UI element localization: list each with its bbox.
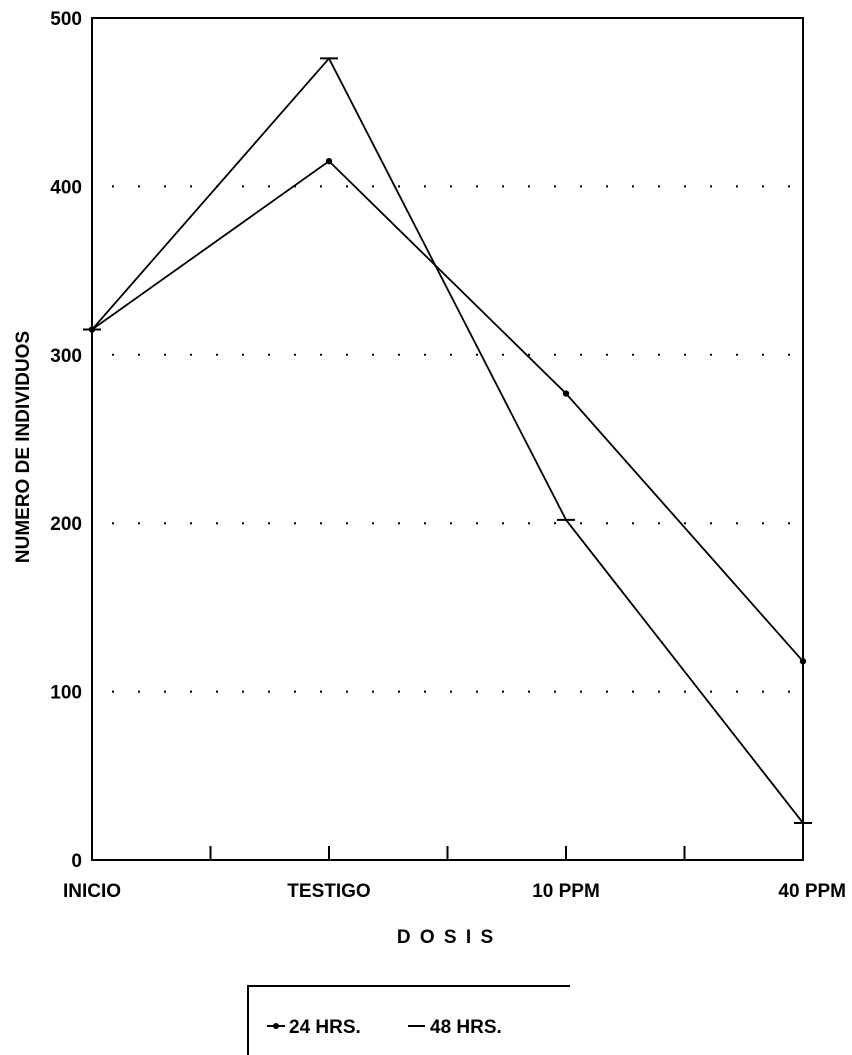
y-axis-title: NUMERO DE INDIVIDUOS xyxy=(13,331,34,563)
legend-dot-icon xyxy=(273,1023,279,1029)
y-tick-label: 500 xyxy=(50,9,82,30)
data-point-24-hrs xyxy=(799,658,807,665)
legend-label-48-hrs: 48 HRS. xyxy=(430,1017,502,1038)
y-tick-label: 200 xyxy=(50,514,82,535)
data-point-24-hrs xyxy=(562,390,570,397)
series-lines xyxy=(83,56,812,824)
y-tick-label: 0 xyxy=(71,851,82,872)
y-tick-label: 400 xyxy=(50,177,82,198)
x-tick-label: INICIO xyxy=(63,881,121,902)
y-tick-label: 100 xyxy=(50,683,82,704)
x-tick-label: 40 PPM xyxy=(778,881,846,902)
series-line-24-hrs xyxy=(91,159,804,662)
gridlines xyxy=(112,185,799,693)
x-tick-label: TESTIGO xyxy=(287,881,370,902)
x-axis-title: D O S I S xyxy=(397,927,495,948)
legend-label-24-hrs: 24 HRS. xyxy=(289,1017,361,1038)
x-tick-label: 10 PPM xyxy=(532,881,600,902)
legend-item-24: 24 HRS. xyxy=(267,1017,361,1038)
x-axis-ticks xyxy=(91,846,804,860)
plot-frame xyxy=(91,17,804,861)
legend-box xyxy=(247,985,570,1055)
x-tick-labels: INICIO TESTIGO 10 PPM 40 PPM xyxy=(63,881,846,902)
y-tick-labels: 0 100 200 300 400 500 xyxy=(50,9,82,872)
legend-item-48: 48 HRS. xyxy=(408,1017,502,1038)
y-tick-label: 300 xyxy=(50,346,82,367)
legend: 24 HRS. 48 HRS. xyxy=(247,985,570,1055)
data-point-24-hrs xyxy=(325,157,333,165)
series-line-48-hrs xyxy=(91,56,804,824)
